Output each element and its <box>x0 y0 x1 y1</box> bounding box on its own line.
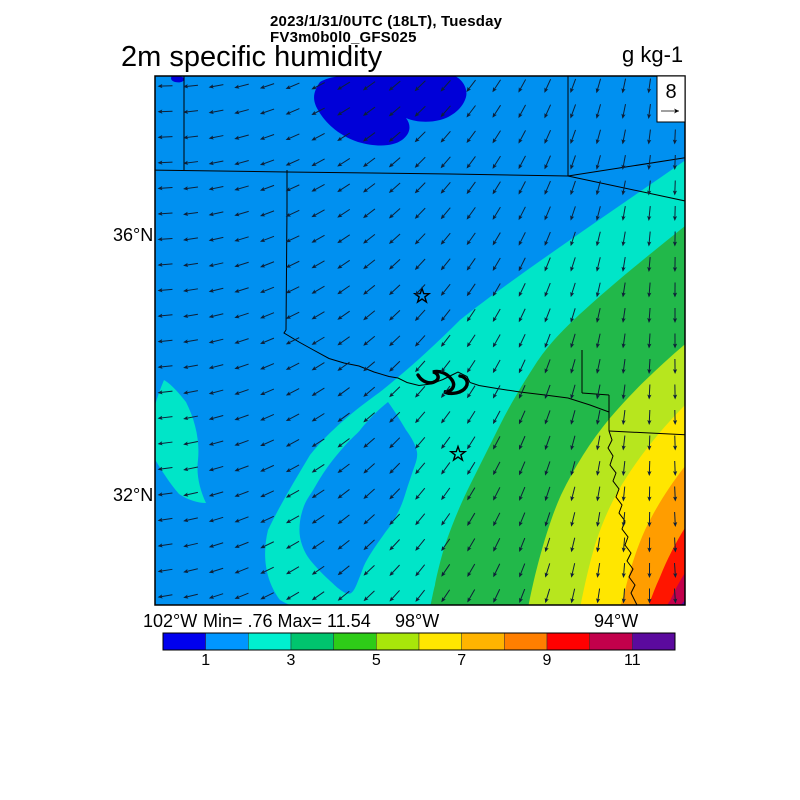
svg-text:9: 9 <box>543 652 552 669</box>
svg-text:1: 1 <box>201 652 210 669</box>
svg-text:7: 7 <box>457 652 466 669</box>
svg-text:11: 11 <box>624 652 641 669</box>
svg-text:3: 3 <box>287 652 296 669</box>
svg-text:8: 8 <box>665 81 676 103</box>
svg-text:5: 5 <box>372 652 381 669</box>
